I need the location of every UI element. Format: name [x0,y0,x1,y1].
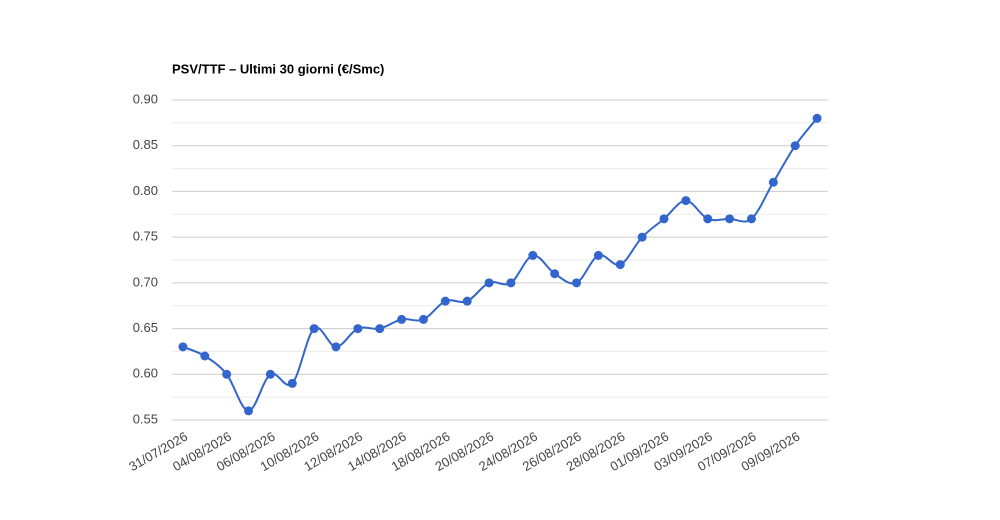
point [768,177,778,187]
point [440,296,450,306]
point [331,342,341,352]
point [615,260,625,270]
point [637,232,647,242]
y-tick-label: 0.65 [133,320,158,335]
point [309,324,319,334]
chart-title: PSV/TTF – Ultimi 30 giorni (€/Smc) [172,61,384,76]
y-tick-label: 0.90 [133,91,158,106]
y-tick-label: 0.75 [133,229,158,244]
y-tick-label: 0.80 [133,183,158,198]
point [681,196,691,206]
point [528,250,538,260]
point [572,278,582,288]
y-tick-label: 0.85 [133,137,158,152]
y-tick-label: 0.70 [133,274,158,289]
point [790,141,800,151]
point [484,278,494,288]
point [178,342,188,352]
point [746,214,756,224]
point [222,369,232,379]
point [703,214,713,224]
point [462,296,472,306]
y-tick-label: 0.55 [133,411,158,426]
point [265,369,275,379]
y-tick-label: 0.60 [133,366,158,381]
point [375,324,385,334]
point [418,314,428,324]
point [353,324,363,334]
point [397,314,407,324]
point [593,250,603,260]
point [506,278,516,288]
point [659,214,669,224]
point [812,113,822,123]
point [244,406,254,416]
point [725,214,735,224]
point [550,269,560,279]
point [287,378,297,388]
point [200,351,210,361]
